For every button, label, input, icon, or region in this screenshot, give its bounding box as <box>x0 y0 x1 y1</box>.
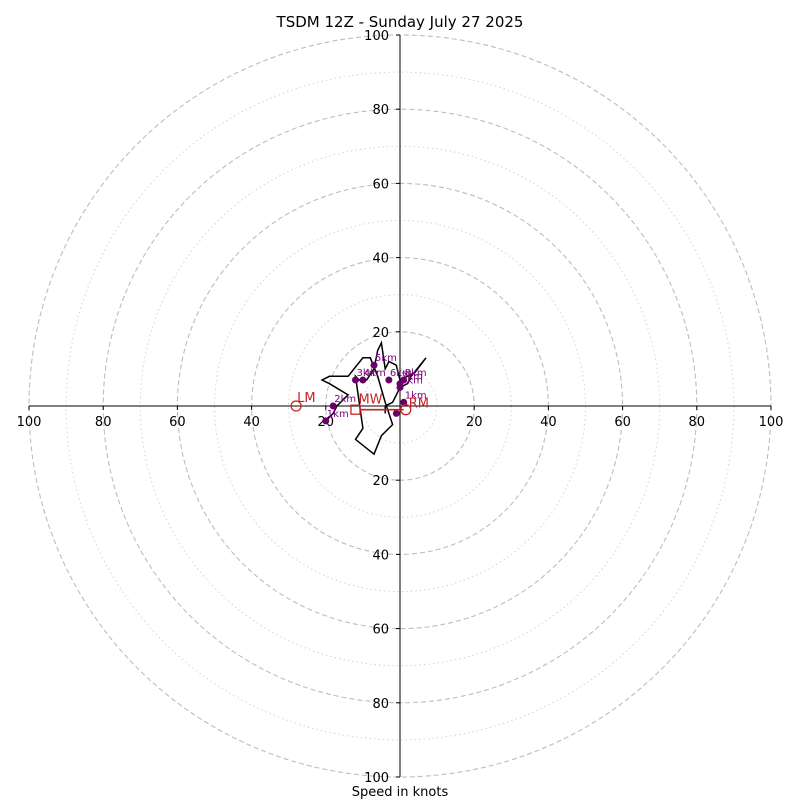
y-tick-label: 40 <box>372 548 389 563</box>
height-point <box>400 398 408 406</box>
height-point <box>400 376 408 384</box>
height-label: 3km <box>356 368 378 379</box>
height-label: 5km <box>375 353 397 364</box>
x-tick-label: 60 <box>614 415 631 430</box>
height-label: 1km <box>405 390 427 401</box>
left-mover-label: LM <box>297 391 315 406</box>
x-axis-label: Speed in knots <box>352 785 449 800</box>
y-tick-label: 80 <box>372 103 389 118</box>
height-label: 8km <box>405 368 427 379</box>
chart-title: TSDM 12Z - Sunday July 27 2025 <box>276 13 524 31</box>
mean-wind-label: MW <box>358 393 382 408</box>
x-tick-label: 100 <box>759 415 784 430</box>
height-label: 2km <box>334 394 356 405</box>
height-point <box>370 361 378 369</box>
right-mover-label: RM <box>409 397 429 412</box>
y-tick-label: 80 <box>372 697 389 712</box>
height-label: 1km <box>327 409 349 420</box>
x-tick-label: 80 <box>95 415 112 430</box>
height-point <box>385 376 393 384</box>
x-tick-label: 20 <box>466 415 483 430</box>
y-tick-label: 40 <box>372 252 389 267</box>
left-mover-marker <box>290 400 302 412</box>
y-tick-label: 20 <box>372 474 389 489</box>
x-tick-label: 40 <box>540 415 557 430</box>
height-label: 7km <box>401 372 423 383</box>
height-label: 4km <box>364 368 386 379</box>
height-point <box>392 409 400 417</box>
y-tick-label: 20 <box>372 326 389 341</box>
hodograph-line <box>320 340 427 456</box>
mean-wind-marker <box>350 404 361 415</box>
height-label: 9km <box>401 375 423 386</box>
height-point <box>322 417 330 425</box>
storm-motion: MW LM RM <box>290 391 429 416</box>
y-tick-label: 60 <box>372 623 389 638</box>
tick-labels: 1008060402020406080100100806040202040608… <box>17 29 784 786</box>
x-tick-label: 60 <box>169 415 186 430</box>
height-point <box>329 402 337 410</box>
x-tick-label: 80 <box>689 415 706 430</box>
x-tick-label: 100 <box>17 415 42 430</box>
height-point <box>351 376 359 384</box>
height-label: 6km <box>390 368 412 379</box>
axes <box>29 35 771 777</box>
x-tick-label: 40 <box>243 415 260 430</box>
hodograph-trace <box>320 340 427 456</box>
y-tick-label: 60 <box>372 177 389 192</box>
y-tick-label: 100 <box>364 29 389 44</box>
height-point <box>396 383 404 391</box>
height-point <box>359 376 367 384</box>
right-mover-marker <box>400 404 412 416</box>
y-tick-label: 100 <box>364 771 389 786</box>
